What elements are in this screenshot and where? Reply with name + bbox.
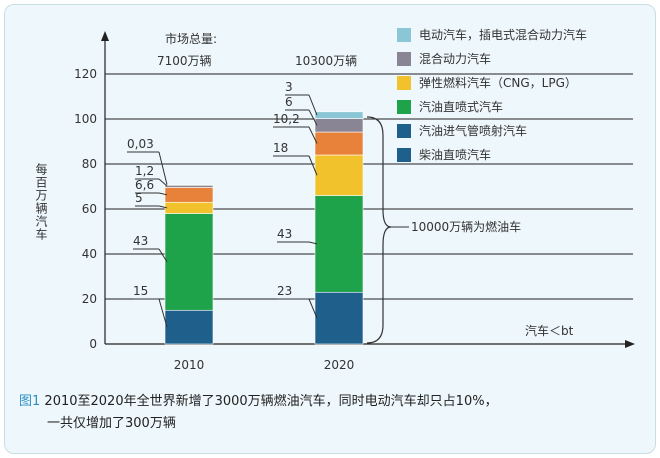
legend-label-1: 混合动力汽车 (419, 51, 491, 66)
data-label-2020-5: 3 (285, 80, 293, 94)
legend-label-4: 汽油进气管喷射汽车 (419, 123, 527, 138)
legend-label-2: 弹性燃料汽车（CNG，LPG） (419, 75, 577, 90)
label-leader-2020-3 (308, 126, 318, 144)
data-labels: 15 43 56,61,2 0,03 23 43 18 10,2 63 (127, 80, 318, 328)
bar-2010-5 (164, 184, 214, 186)
x-tick-label-2020: 2020 (324, 358, 355, 372)
bracket-annotation: 10000万辆为燃油车 (411, 219, 521, 234)
figure-panel: 0 20 40 60 80 100 120 2010 2020 15 43 5 6,6 1,2 0,03 2… (4, 4, 656, 454)
label-leader-2020-0 (308, 298, 318, 319)
label-leader-2010-4 (158, 178, 168, 187)
fuel-bracket (366, 116, 392, 344)
legend-swatch-2 (397, 76, 411, 90)
data-label-2020-4: 6 (285, 95, 293, 109)
bar-2020-5 (314, 111, 364, 119)
label-leader-2020-1 (308, 241, 318, 245)
y-tick-label-100: 100 (74, 112, 97, 126)
caption-fig-label: 图1 (19, 394, 41, 409)
label-leader-2010-0 (158, 298, 168, 328)
legend-swatch-0 (397, 28, 411, 42)
y-tick-label-20: 20 (82, 292, 97, 306)
bar-2020-1 (314, 195, 364, 293)
bar-2010-3 (164, 187, 214, 203)
label-leader-2020-5 (308, 94, 318, 116)
bar-2020-2 (314, 154, 364, 196)
y-tick-label-60: 60 (82, 202, 97, 216)
label-leader-2010-1 (158, 248, 168, 263)
y-axis-arrow (101, 31, 109, 41)
bar-2020-0 (314, 291, 364, 345)
bar-2010-1 (164, 213, 214, 311)
x-axis-arrow (625, 340, 635, 348)
bar-2020-3 (314, 131, 364, 156)
y-axis-label: 每百万辆汽车 (34, 162, 48, 241)
legend-label-0: 电动汽车，插电式混合动力汽车 (419, 27, 587, 42)
data-label-2020-0: 23 (277, 284, 292, 298)
legend-swatch-4 (397, 124, 411, 138)
data-label-2010-1: 43 (133, 234, 148, 248)
x-tick-label-2010: 2010 (174, 358, 205, 372)
label-leader-2010-3 (158, 192, 168, 196)
bar-2020-4 (314, 118, 364, 133)
market-label: 市场总量: (165, 31, 217, 46)
data-label-2010-5: 0,03 (127, 137, 154, 151)
data-label-2020-1: 43 (277, 227, 292, 241)
market-total-2020: 10300万辆 (295, 54, 357, 68)
y-tick-label-120: 120 (74, 67, 97, 81)
data-label-2010-0: 15 (133, 284, 148, 298)
y-tick-label-40: 40 (82, 247, 97, 261)
stacked-bar-chart: 0 20 40 60 80 100 120 2010 2020 15 43 56,61,2 0,03 2… (34, 27, 635, 372)
label-leader-2020-4 (308, 109, 318, 126)
axes: 0 20 40 60 80 100 120 2010 2020 (74, 31, 635, 372)
label-leader-2010-5 (158, 151, 168, 185)
bar-2010-0 (164, 309, 214, 345)
caption-line-2: 一共仅增加了300万辆 (47, 416, 176, 431)
y-tick-label-0: 0 (89, 337, 97, 351)
figure-caption: 图1 2010至2020年全世界新增了3000万辆燃油汽车，同时电动汽车却只占1… (19, 391, 639, 435)
legend-swatch-1 (397, 52, 411, 66)
x-axis-label: 汽车＜bt (525, 323, 574, 338)
label-leader-2020-2 (308, 155, 318, 176)
data-label-2020-2: 18 (273, 141, 288, 155)
data-label-2010-2: 5 (135, 191, 143, 205)
legend-label-5: 柴油直喷汽车 (419, 147, 491, 162)
data-label-2020-3: 10,2 (273, 112, 300, 126)
market-total-2010: 7100万辆 (157, 54, 212, 68)
label-leader-2010-2 (158, 205, 168, 209)
data-label-2010-4: 1,2 (135, 164, 154, 178)
bar-2010-2 (164, 201, 214, 214)
caption-line-1: 2010至2020年全世界新增了3000万辆燃油汽车，同时电动汽车却只占10%， (44, 394, 498, 409)
legend-label-3: 汽油直喷式汽车 (419, 99, 503, 114)
data-label-2010-3: 6,6 (135, 178, 154, 192)
y-tick-label-80: 80 (82, 157, 97, 171)
legend-swatch-3 (397, 100, 411, 114)
legend-swatch-5 (397, 148, 411, 162)
bars (164, 111, 364, 345)
